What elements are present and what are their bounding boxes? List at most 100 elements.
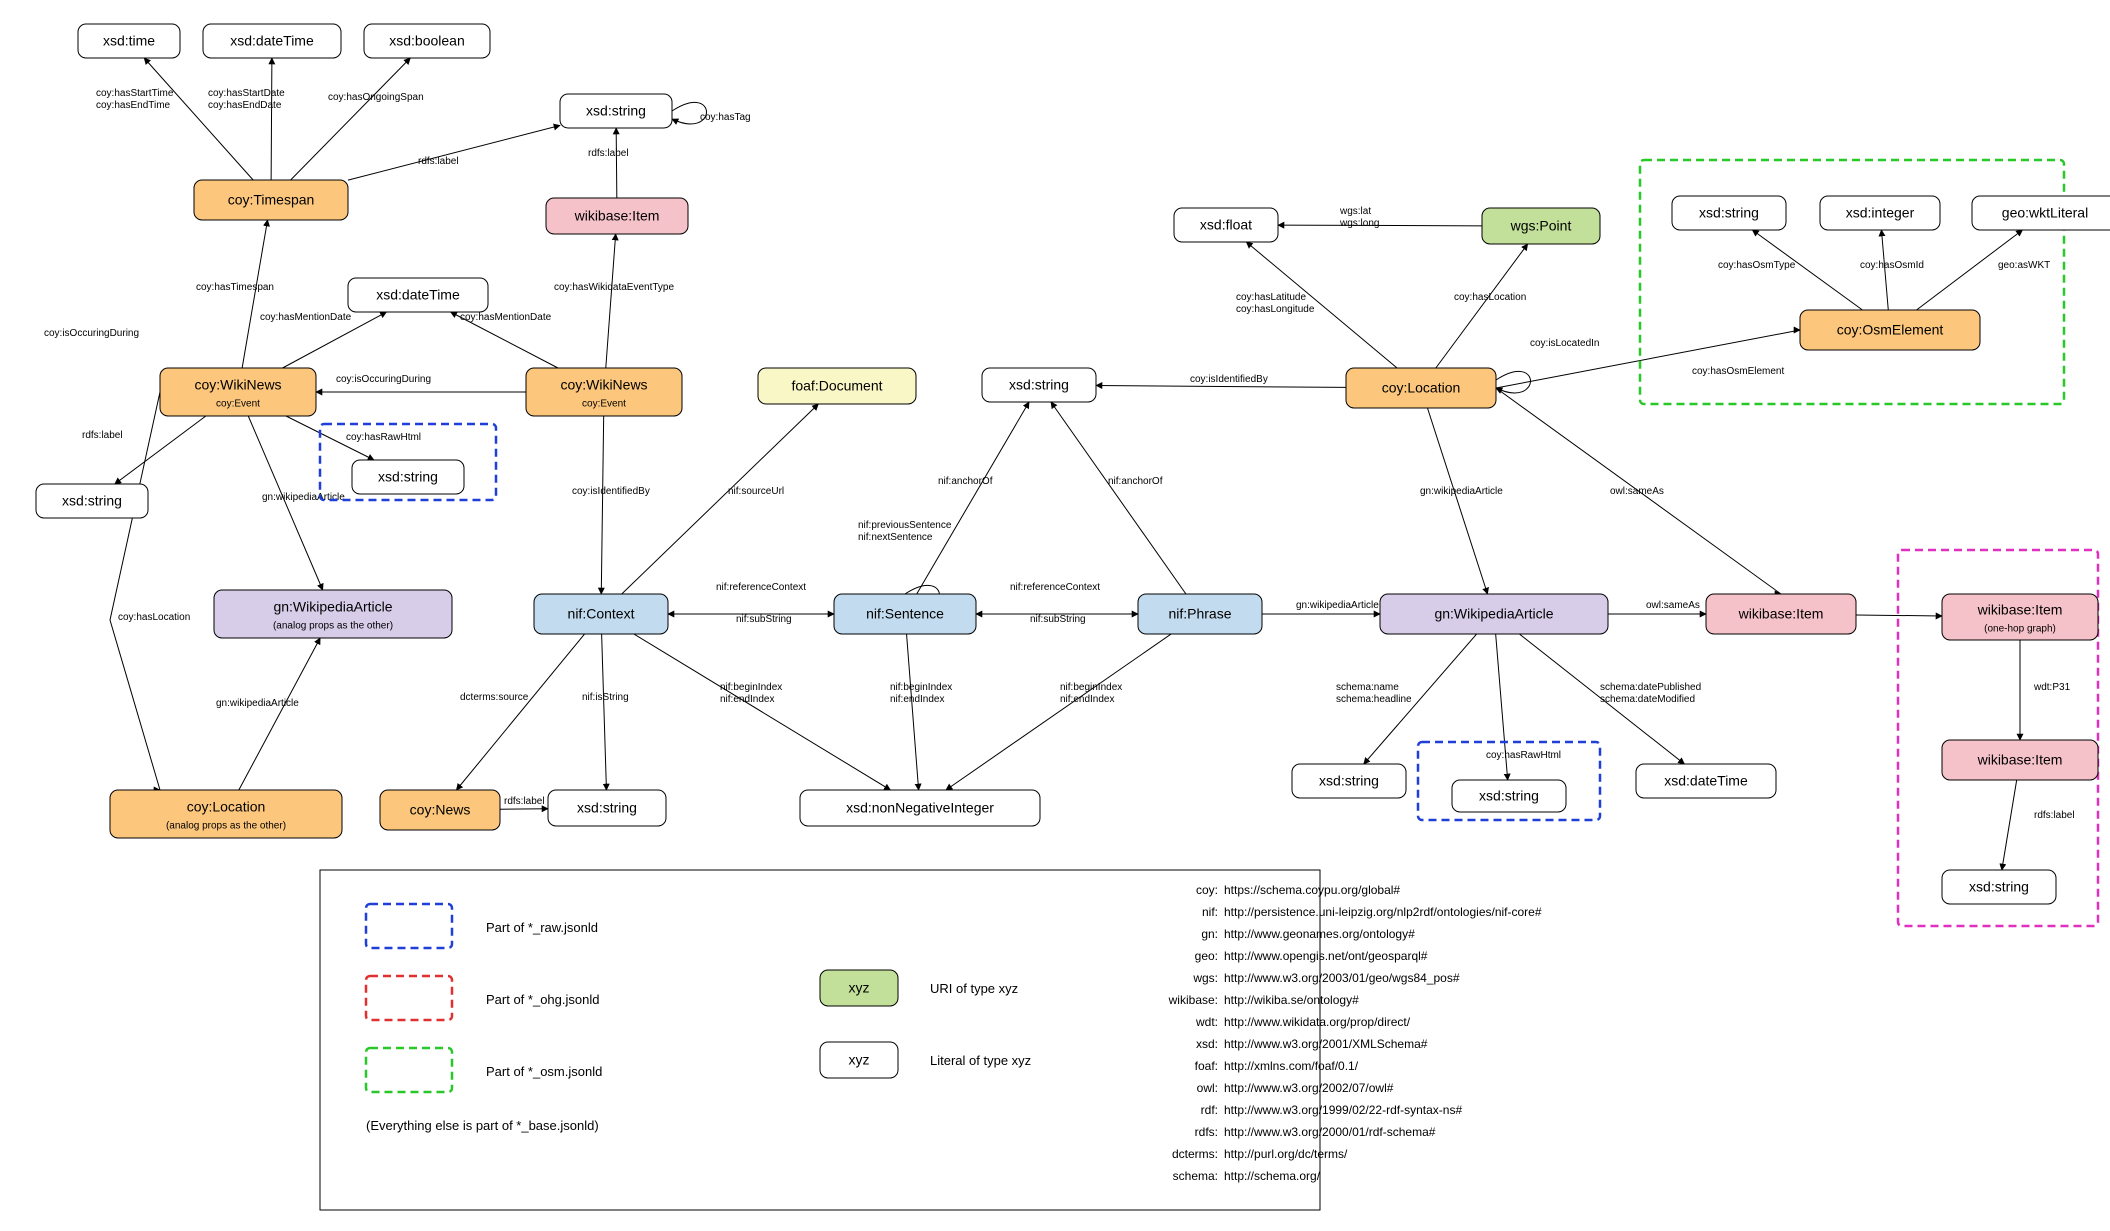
edge-nif_Phrase-xsd_string_anch [1051,402,1186,594]
node-xsd_string_raw2: xsd:string [1452,780,1566,812]
node-label-xsd_float: xsd:float [1200,217,1252,233]
prefix-val-5: http://wikiba.se/ontology# [1224,993,1359,1007]
edge-label-coy_WikiNews2-coy_WikiNews1: coy:isOccuringDuring [336,374,431,385]
edge-coy_WikiNews1-coy_Timespan [242,220,267,368]
node-xsd_string_osm: xsd:string [1672,196,1786,230]
edge-nif_Sentence-xsd_nonNeg [907,634,919,790]
edge-label-coy_WikiNews1-xsd_string_raw1: coy:hasRawHtml [346,432,421,443]
edge-label-coy_Timespan-xsd_time: coy:hasEndTime [96,100,171,111]
edge-nif_Phrase-xsd_nonNeg [946,634,1171,790]
node-coy_OsmElement: coy:OsmElement [1800,310,1980,350]
edge-label-nif_Sentence-nif_Sentence: nif:nextSentence [858,532,933,543]
prefix-val-3: http://www.opengis.net/ont/geosparql# [1224,949,1428,963]
edge-label-coy_WikiNews2-xsd_dateTime2: coy:hasMentionDate [460,312,552,323]
node-label-xsd_dateTime1: xsd:dateTime [230,33,314,49]
node-label-xsd_string_anch: xsd:string [1009,377,1069,393]
edge-nif_Context-foaf_Document [622,404,819,594]
node-xsd_nonNeg: xsd:nonNegativeInteger [800,790,1040,826]
node-label-wikibase_Item4: wikibase:Item [1977,752,2063,768]
edge-label-coy_Location1-gn_WikipediaA1: gn:wikipediaArticle [216,698,299,709]
edge-label-coy_OsmElement-xsd_string_osm: coy:hasOsmType [1718,260,1796,271]
node-label-coy_Timespan: coy:Timespan [228,192,315,208]
node-xsd_string_bot: xsd:string [1942,870,2056,904]
legend-box [320,870,1320,1210]
node-label-wgs_Point: wgs:Point [1510,218,1572,234]
edge-label-gn_WikipediaA2-xsd_string_sch: schema:headline [1336,694,1412,705]
edge-label-wikibase_Item4-xsd_string_bot: rdfs:label [2034,810,2075,821]
edge-label-coy_Timespan-xsd_dateTime1: coy:hasStartDate [208,88,285,99]
edge-label-coy_WikiNews1-xsd_dateTime2: coy:hasMentionDate [260,312,352,323]
node-label-foaf_Document: foaf:Document [791,378,882,394]
edge-coy_News-xsd_string_mid [500,809,548,810]
prefix-val-11: http://www.w3.org/2000/01/rdf-schema# [1224,1125,1436,1139]
node-xsd_time: xsd:time [78,24,180,58]
legend-label-2: Part of *_osm.jsonld [486,1064,602,1079]
node-label-coy_Location1: coy:Location [187,799,266,815]
edge-label-wgs_Point-xsd_float: wgs:long [1339,218,1379,229]
node-xsd_string_sch: xsd:string [1292,764,1406,798]
edge-label-nif_Phrase-gn_WikipediaA2: gn:wikipediaArticle [1296,600,1379,611]
node-label-geo_wktLiteral: geo:wktLiteral [2002,205,2088,221]
edge-coy_WikiNews1-gn_WikipediaA1 [248,416,322,590]
node-xsd_float: xsd:float [1174,208,1278,242]
edge-label-coy_OsmElement-geo_wktLiteral: geo:asWKT [1998,260,2050,271]
edge-label-coy_WikiNews1-coy_Timespan: coy:hasTimespan [196,282,274,293]
edge-label-coy_Location2-xsd_float: coy:hasLatitude [1236,292,1306,303]
node-label-xsd_string_top: xsd:string [586,103,646,119]
node-label-xsd_integer: xsd:integer [1846,205,1915,221]
prefix-val-4: http://www.w3.org/2003/01/geo/wgs84_pos# [1224,971,1460,985]
edge-label-coy_Location2-xsd_float: coy:hasLongitude [1236,304,1315,315]
prefix-val-2: http://www.geonames.org/ontology# [1224,927,1415,941]
edge-label-nif_Phrase-xsd_nonNeg: nif:beginIndex [1060,682,1122,693]
node-label-coy_News: coy:News [410,802,471,818]
node-label-xsd_string_osm: xsd:string [1699,205,1759,221]
node-label-wikibase_Item1: wikibase:Item [574,208,660,224]
edge-label-coy_Timespan-xsd_boolean: coy:hasOngoingSpan [328,92,424,103]
legend-text-3: (Everything else is part of *_base.jsonl… [366,1118,599,1133]
node-label-gn_WikipediaA2: gn:WikipediaArticle [1434,606,1553,622]
edge-label-nif_Sentence-nif_Phrase: nif:subString [1030,614,1086,625]
node-xsd_string_mid: xsd:string [548,790,666,826]
edge-coy_Location2-gn_WikipediaA2 [1427,408,1487,594]
node-xsd_integer: xsd:integer [1820,196,1940,230]
prefix-key-4: wgs: [1192,971,1218,985]
legend-label-0: Part of *_raw.jsonld [486,920,598,935]
edge-coy_WikiNews1-xsd_string_left [115,416,206,484]
edge-coy_Location2-xsd_string_anch [1096,385,1346,387]
edge-label-nif_Phrase-xsd_nonNeg: nif:endIndex [1060,694,1115,705]
node-label-coy_WikiNews2: coy:WikiNews [560,377,647,393]
node-coy_Timespan: coy:Timespan [194,180,348,220]
node-label-nif_Phrase: nif:Phrase [1168,606,1231,622]
edge-label-coy_Location2-xsd_string_anch: coy:isIdentifiedBy [1190,374,1268,385]
edge-label-coy_WikiNews1-gn_WikipediaA1: gn:wikipediaArticle [262,492,345,503]
edge-label-coy_Location2-coy_OsmElement: coy:hasOsmElement [1692,366,1784,377]
node-sub-wikibase_Item3: (one-hop graph) [1984,624,2056,635]
node-coy_News: coy:News [380,790,500,830]
node-label-xsd_string_raw2: xsd:string [1479,788,1539,804]
edge-label-gn_WikipediaA2-xsd_dateTime3: schema:datePublished [1600,682,1701,693]
node-label-xsd_time: xsd:time [103,33,155,49]
edge-label-coy_Location2-gn_WikipediaA2: gn:wikipediaArticle [1420,486,1503,497]
edge-label-coy_WikiNews1-coy_Location1: coy:hasLocation [118,612,190,623]
edge-label-xsd_string_top-xsd_string_top: coy:hasTag [700,112,751,123]
edge-label-coy_WikiNews1-coy_WikiNews1: coy:isOccuringDuring [44,328,139,339]
node-foaf_Document: foaf:Document [758,368,916,404]
node-xsd_boolean: xsd:boolean [364,24,490,58]
edge-coy_Timespan-xsd_boolean [291,58,411,180]
edge-label-nif_Context-xsd_nonNeg: nif:beginIndex [720,682,782,693]
edge-label-nif_Sentence-nif_Sentence: nif:previousSentence [858,520,952,531]
prefix-val-8: http://xmlns.com/foaf/0.1/ [1224,1059,1359,1073]
prefix-key-10: rdf: [1201,1103,1218,1117]
node-label-xsd_dateTime3: xsd:dateTime [1664,773,1748,789]
edge-coy_WikiNews1-coy_Location1 [110,392,160,790]
node-label-xsd_nonNeg: xsd:nonNegativeInteger [846,800,994,816]
edge-coy_Location1-gn_WikipediaA1 [239,638,320,790]
legend-node-label-4: xyz [849,980,870,996]
node-label-xsd_string_bot: xsd:string [1969,879,2029,895]
node-label-coy_Location2: coy:Location [1382,380,1461,396]
prefix-val-13: http://schema.org/ [1224,1169,1321,1183]
node-xsd_string_left: xsd:string [36,484,148,518]
node-wikibase_Item3: wikibase:Item(one-hop graph) [1942,594,2098,640]
node-nif_Phrase: nif:Phrase [1138,594,1262,634]
edge-label-nif_Sentence-xsd_nonNeg: nif:beginIndex [890,682,952,693]
